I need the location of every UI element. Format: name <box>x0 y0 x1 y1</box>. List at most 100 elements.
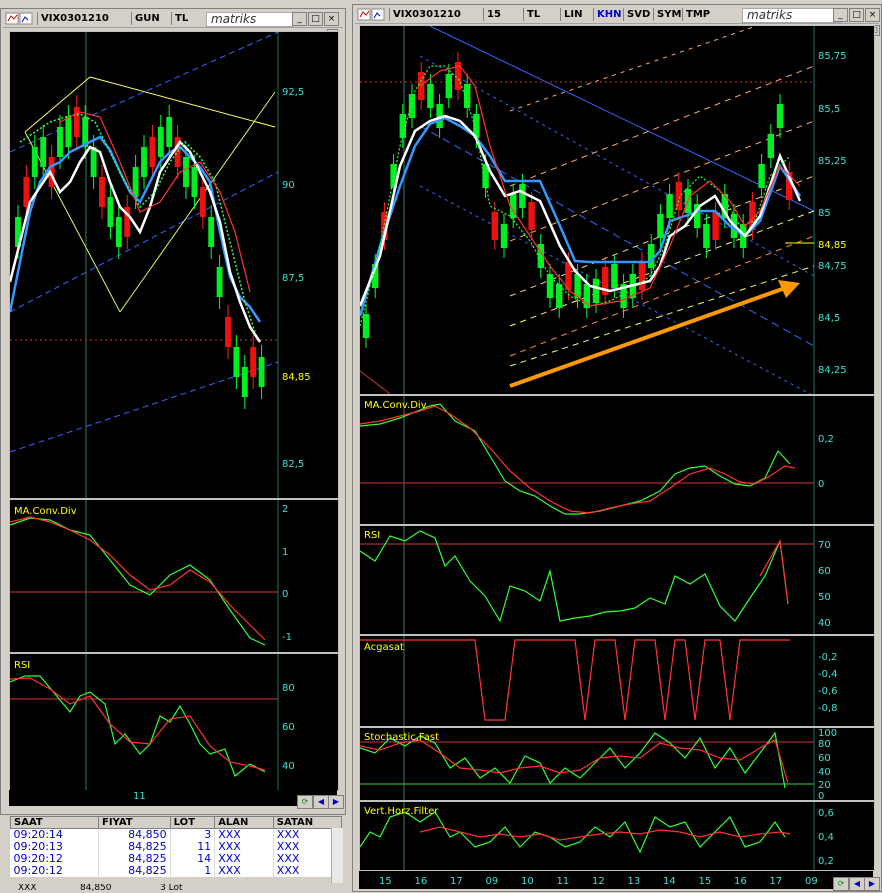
price-cell: 84,825 <box>98 865 171 877</box>
scroll-left-icon[interactable]: ◀ <box>849 877 865 891</box>
matriks-logo: matriks <box>742 8 842 23</box>
refresh-icon[interactable]: ⟳ <box>833 877 849 891</box>
col-header[interactable]: LOT <box>169 816 216 829</box>
candle-body <box>99 177 105 207</box>
chart-type-icon[interactable] <box>357 8 387 21</box>
candle-body <box>546 274 554 298</box>
right-macd-pane[interactable]: MA.Conv.Div 0,2 0 <box>359 395 875 525</box>
left-rsi-pane[interactable]: RSI 80 60 40 <box>9 653 339 791</box>
candle-body <box>174 137 181 167</box>
left-title-bar: VIX0301210 GUN TL matriks _ □ × <box>3 11 343 28</box>
chart-type-icon[interactable] <box>5 12 35 25</box>
price-axis-label: 92,5 <box>282 87 304 98</box>
lot-cell: 11 <box>170 841 216 853</box>
candle-body <box>758 164 765 188</box>
right-acgasat-pane[interactable]: Acgasat -0,2 -0,4 -0,6 -0,8 <box>359 635 875 727</box>
symbol-label[interactable]: VIX0301210 <box>37 12 112 25</box>
candle-body <box>107 197 114 227</box>
currency-label[interactable]: TL <box>523 8 543 21</box>
time-label: 11 <box>557 876 570 887</box>
right-vhf-pane[interactable]: Vert.Horz.Filter 0,6 0,4 0,2 <box>359 801 875 871</box>
price-cell: 84,850 <box>98 828 171 841</box>
right-price-pane[interactable]: 85,75 85,5 85,25 85 84,85 84,75 84,5 84,… <box>359 25 875 395</box>
price-axis-label: 85,5 <box>818 104 840 115</box>
period-label[interactable]: 15 <box>483 8 504 21</box>
candle-body <box>620 284 627 308</box>
stoch-axis-label: 20 <box>818 780 831 791</box>
price-axis-label: 85,75 <box>818 51 847 62</box>
price-axis-label: 87,5 <box>282 273 304 284</box>
scroll-right-icon[interactable]: ▶ <box>864 877 880 891</box>
refresh-icon[interactable]: ⟳ <box>297 795 313 809</box>
candle-body <box>233 347 240 377</box>
scroll-right-icon[interactable]: ▶ <box>328 795 344 809</box>
price-axis-label: 90 <box>282 180 295 191</box>
candle-body <box>157 127 164 157</box>
table-row[interactable]: 09:20:13 84,825 11 XXX XXX <box>10 841 343 853</box>
table-row[interactable]: 09:20:14 84,850 3 XXX XXX <box>10 828 343 841</box>
candle-body <box>454 62 462 90</box>
table-row[interactable]: 09:20:12 84,825 1 XXX XXX <box>10 865 343 877</box>
table-row[interactable]: 09:20:12 84,825 14 XXX XXX <box>10 853 343 865</box>
candle-body <box>767 134 775 158</box>
macd-axis-label: 0 <box>818 479 824 490</box>
period-label[interactable]: GUN <box>131 12 163 25</box>
left-macd-pane[interactable]: MA.Conv.Div 2 1 0 -1 <box>9 499 339 653</box>
time-label: 15 <box>699 876 712 887</box>
candle-body <box>141 147 147 177</box>
time-label: 17 <box>770 876 783 887</box>
right-rsi-pane[interactable]: RSI 70 60 50 40 <box>359 525 875 635</box>
lot-cell: 3 <box>170 828 216 841</box>
candle-body <box>749 202 756 230</box>
candle-body <box>436 104 443 128</box>
candle-body <box>712 212 719 240</box>
col-header[interactable]: SAAT <box>10 816 99 829</box>
toolbar-sym-button[interactable]: SYM <box>653 8 684 21</box>
right-stochastic-pane[interactable]: Stochastic,Fast 100 80 60 40 20 0 <box>359 727 875 801</box>
candle-body <box>647 244 655 268</box>
time-label: 14 <box>663 876 676 887</box>
stoch-axis-label: 100 <box>818 728 837 739</box>
maximize-icon[interactable]: □ <box>308 12 323 26</box>
macd-title: MA.Conv.Div <box>364 400 427 411</box>
toolbar-lin-button[interactable]: LIN <box>560 8 585 21</box>
candle-body <box>408 94 416 118</box>
macd-axis-label: 0,2 <box>818 434 834 445</box>
candle-body <box>31 147 38 177</box>
right-candles <box>362 52 793 348</box>
macd-axis-label: 2 <box>282 504 288 515</box>
time-label: 12 <box>592 876 605 887</box>
left-price-pane[interactable]: 92,5 90 87,5 84,85 82,5 <box>9 31 339 499</box>
trades-scrollbar[interactable] <box>331 828 343 883</box>
col-header[interactable]: FIYAT <box>97 816 171 829</box>
candle-body <box>509 194 517 218</box>
rsi-axis-label: 40 <box>818 618 831 629</box>
price-cell: 84,825 <box>98 841 171 853</box>
candle-body <box>583 284 591 308</box>
buyer-cell: XXX <box>214 841 274 853</box>
col-header[interactable]: SATAN <box>272 816 343 829</box>
last-price-label: 84,85 <box>818 240 847 251</box>
candle-body <box>721 194 729 218</box>
close-icon[interactable]: × <box>324 12 339 26</box>
candle-body <box>491 212 499 240</box>
time-label: 09 <box>805 876 818 887</box>
currency-label[interactable]: TL <box>171 12 191 25</box>
maximize-icon[interactable]: □ <box>849 8 864 22</box>
summary-price: 84,850 <box>80 884 112 893</box>
close-icon[interactable]: × <box>865 8 880 22</box>
col-header[interactable]: ALAN <box>214 816 274 829</box>
toolbar-tmp-button[interactable]: TMP <box>682 8 713 21</box>
rsi-axis-label: 60 <box>282 722 295 733</box>
toolbar-khn-button[interactable]: KHN <box>593 8 625 21</box>
stoch-axis-label: 60 <box>818 753 831 764</box>
time-label: 17 <box>450 876 463 887</box>
scroll-left-icon[interactable]: ◀ <box>313 795 329 809</box>
minimize-icon[interactable]: _ <box>292 12 307 26</box>
symbol-label[interactable]: VIX0301210 <box>389 8 464 21</box>
toolbar-svd-button[interactable]: SVD <box>623 8 653 21</box>
time-cell: 09:20:12 <box>10 865 99 877</box>
candle-body <box>208 217 215 247</box>
minimize-icon[interactable]: _ <box>833 8 848 22</box>
candle-body <box>555 284 563 308</box>
